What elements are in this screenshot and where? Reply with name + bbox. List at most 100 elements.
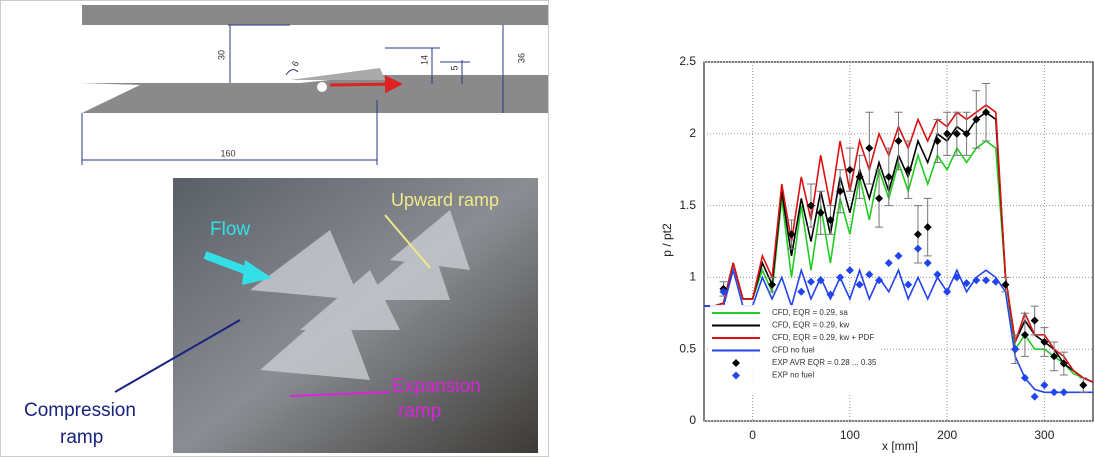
marker (1020, 373, 1029, 382)
marker (787, 230, 796, 239)
marker (952, 129, 961, 138)
marker (962, 279, 971, 288)
marker (923, 259, 932, 268)
marker (952, 273, 961, 282)
marker (1050, 388, 1059, 397)
marker (933, 270, 942, 279)
marker (1020, 330, 1029, 339)
marker (875, 194, 884, 203)
pointer (289, 391, 391, 397)
marker (943, 129, 952, 138)
photo-label: Compression (24, 400, 136, 421)
port (317, 82, 327, 92)
marker (991, 277, 1000, 286)
marker (1030, 316, 1039, 325)
x-axis-label: x [mm] (882, 439, 918, 453)
legend-label: CFD, EQR = 0.29, kw + PDF (772, 333, 874, 342)
x-tick-label: 100 (840, 428, 860, 442)
marker (913, 230, 922, 239)
y-tick-label: 2.5 (679, 54, 696, 68)
marker (1050, 352, 1059, 361)
legend-label: EXP no fuel (772, 371, 814, 380)
marker (826, 215, 835, 224)
marker (1059, 359, 1068, 368)
marker (972, 276, 981, 285)
legend-label: EXP AVR EQR = 0.28 ... 0.35 (772, 358, 877, 367)
marker (884, 259, 893, 268)
dimension-label: 160 (220, 148, 235, 158)
photo-label: Upward ramp (391, 190, 499, 210)
marker (806, 201, 815, 210)
legend-swatch (732, 359, 740, 367)
marker (1059, 388, 1068, 397)
marker (943, 287, 952, 296)
flow-arrow (203, 251, 252, 276)
dimension-label: 36 (516, 53, 526, 63)
marker (768, 280, 777, 289)
x-tick-label: 0 (749, 428, 756, 442)
legend-label: CFD, EQR = 0.29, kw (772, 321, 849, 330)
legend-label: CFD no fuel (772, 346, 815, 355)
photo-ramps (250, 210, 470, 380)
marker (923, 223, 932, 232)
photo-label: ramp (60, 427, 103, 448)
flow-arrowhead (242, 260, 272, 285)
marker (1079, 381, 1088, 390)
marker (816, 208, 825, 217)
y-tick-label: 1 (689, 270, 696, 284)
pointer (384, 214, 431, 269)
photo-label: Flow (210, 219, 250, 240)
marker (933, 136, 942, 145)
photo-label: ramp (398, 401, 441, 422)
y-tick-label: 1.5 (679, 198, 696, 212)
legend-swatch (732, 371, 740, 380)
marker (1030, 392, 1039, 401)
marker (855, 172, 864, 181)
marker (1040, 338, 1049, 347)
marker (1040, 381, 1049, 390)
marker (982, 276, 991, 285)
marker (962, 129, 971, 138)
marker (845, 165, 854, 174)
marker (816, 276, 825, 285)
marker (982, 108, 991, 117)
dimension-label: 5 (449, 65, 459, 70)
marker (904, 165, 913, 174)
ramp-wall (82, 75, 548, 113)
marker (913, 244, 922, 253)
flow-arrow (329, 75, 403, 94)
dimension-lines (81, 24, 504, 165)
marker (806, 277, 815, 286)
top-wall (82, 5, 548, 25)
x-tick-label: 300 (1034, 428, 1054, 442)
marker (855, 280, 864, 289)
marker (875, 276, 884, 285)
y-tick-label: 2 (689, 126, 696, 140)
marker (894, 251, 903, 260)
marker (719, 287, 728, 296)
marker (845, 266, 854, 275)
legend-box (710, 305, 880, 393)
x-tick-label: 200 (937, 428, 957, 442)
y-axis-label: p / pt2 (660, 223, 674, 257)
marker (894, 136, 903, 145)
dimension-label: 14 (419, 55, 429, 65)
marker (836, 273, 845, 282)
dimension-label: 6 (290, 59, 301, 68)
dimension-label: 30 (216, 50, 226, 60)
marker (1011, 345, 1020, 354)
pointer (114, 319, 241, 393)
marker (865, 270, 874, 279)
marker (836, 187, 845, 196)
marker (884, 172, 893, 181)
marker (826, 290, 835, 299)
legend-label: CFD, EQR = 0.29, sa (772, 308, 848, 317)
left-panel: 30 6 14 5 36 160 Upward ramp Flow Compre… (0, 0, 549, 457)
y-tick-label: 0.5 (679, 341, 696, 355)
y-tick-label: 0 (689, 413, 696, 427)
marker (797, 287, 806, 296)
marker (972, 115, 981, 124)
photo-label: Expansion (392, 376, 481, 397)
marker (1001, 280, 1010, 289)
